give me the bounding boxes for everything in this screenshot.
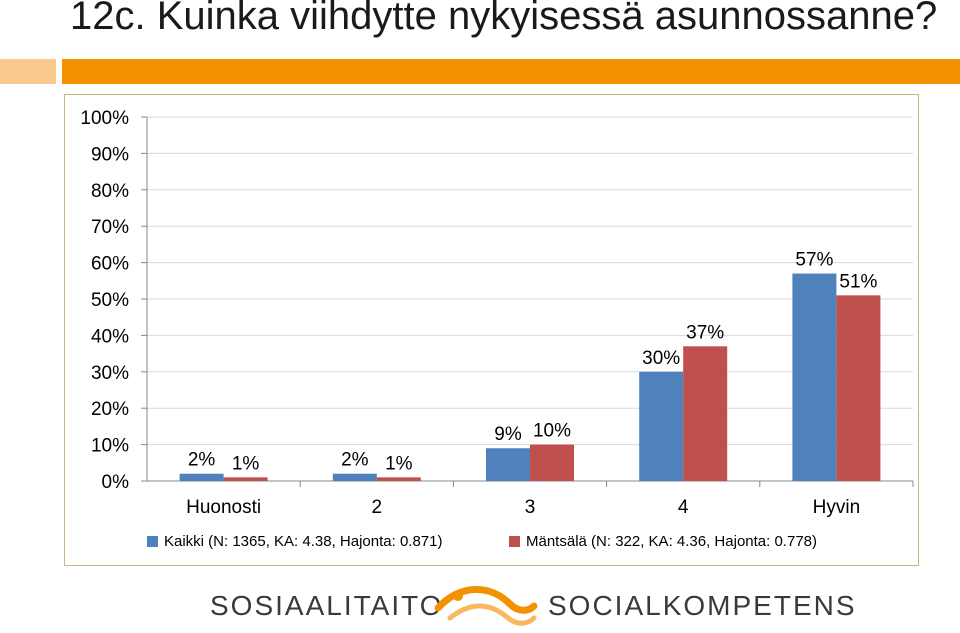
bar: [223, 477, 268, 481]
footer-logo: SOSIAALITAITO SOCIALKOMPETENS: [0, 582, 960, 630]
page-title: 12c. Kuinka viihdytte nykyisessä asunnos…: [70, 0, 938, 38]
bar: [376, 477, 421, 481]
legend-entry: Mäntsälä (N: 322, KA: 4.36, Hajonta: 0.7…: [526, 533, 817, 550]
x-tick-label: 4: [678, 497, 689, 518]
logo-text-right: SOCIALKOMPETENS: [548, 590, 857, 621]
x-tick-label: 2: [372, 497, 383, 518]
y-tick-label: 80%: [91, 181, 129, 202]
data-label: 2%: [341, 450, 369, 471]
bar: [486, 448, 530, 481]
bar: [792, 273, 837, 481]
bar: [639, 371, 684, 481]
accent-bar-right: [62, 59, 960, 84]
bar: [530, 444, 574, 481]
y-tick-label: 70%: [91, 217, 129, 238]
y-tick-label: 30%: [91, 363, 129, 384]
legend-swatch: [147, 536, 158, 547]
y-tick-label: 0%: [102, 472, 130, 493]
x-tick-label: Huonosti: [186, 497, 261, 518]
bar: [836, 295, 881, 481]
data-label: 30%: [642, 348, 680, 369]
data-label: 9%: [494, 424, 522, 445]
data-label: 1%: [232, 453, 260, 474]
bar-chart: 0% 10% 20% 30% 40% 50% 60% 70% 80% 90% 100% Huonost…: [80, 108, 914, 550]
chart-frame: 0% 10% 20% 30% 40% 50% 60% 70% 80% 90% 100% Huonost…: [64, 94, 919, 566]
y-tick-label: 60%: [91, 254, 129, 275]
logo-text-left: SOSIAALITAITO: [210, 590, 444, 621]
data-label: 2%: [188, 450, 216, 471]
y-tick-label: 100%: [80, 108, 129, 129]
bar: [179, 473, 224, 481]
accent-bar-left: [0, 59, 56, 84]
data-label: 51%: [839, 271, 877, 292]
x-tick-label: Hyvin: [813, 497, 861, 518]
legend-entry: Kaikki (N: 1365, KA: 4.38, Hajonta: 0.87…: [164, 533, 443, 550]
x-tick-label: 3: [525, 497, 536, 518]
y-tick-label: 40%: [91, 326, 129, 347]
data-label: 10%: [533, 421, 571, 442]
data-label: 1%: [385, 453, 413, 474]
y-tick-label: 50%: [91, 290, 129, 311]
data-label: 37%: [686, 322, 724, 343]
y-tick-label: 20%: [91, 399, 129, 420]
y-tick-label: 10%: [91, 436, 129, 457]
bar: [332, 473, 377, 481]
wave-logo-icon: [434, 586, 538, 626]
y-tick-label: 90%: [91, 144, 129, 165]
data-label: 57%: [795, 250, 833, 271]
legend-swatch: [509, 536, 520, 547]
bar: [683, 346, 728, 481]
